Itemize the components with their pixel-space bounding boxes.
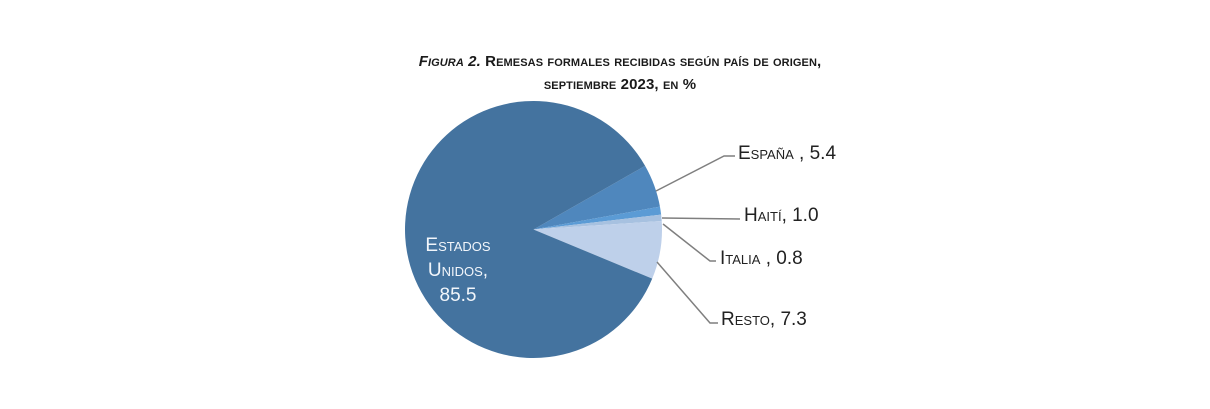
label-espana-value: , 5.4 bbox=[793, 143, 837, 164]
label-espana: España , 5.4 bbox=[738, 143, 836, 165]
label-resto-name: Resto bbox=[721, 309, 770, 330]
label-haiti: Haití, 1.0 bbox=[744, 205, 819, 227]
label-espana-name: España bbox=[738, 143, 794, 164]
pie-slice-hait- bbox=[533, 206, 662, 230]
pie-slice-espa-a bbox=[533, 165, 660, 230]
pie-slices bbox=[404, 100, 662, 358]
label-resto: Resto, 7.3 bbox=[721, 309, 807, 331]
leader-lines bbox=[655, 155, 741, 324]
leader-line-resto bbox=[656, 261, 718, 324]
leader-line-haiti bbox=[661, 217, 741, 220]
title-text-line1: Remesas formales recibidas según país de… bbox=[485, 53, 822, 70]
label-haiti-value: , 1.0 bbox=[781, 205, 819, 226]
label-estados-unidos-name2: Unidos, bbox=[427, 260, 489, 281]
label-estados-unidos-value: 85.5 bbox=[439, 285, 477, 306]
title-text-line2: septiembre 2023, en % bbox=[543, 76, 697, 93]
figure-prefix: Figura 2. bbox=[418, 53, 481, 70]
pie-slice-estados-unidos bbox=[404, 100, 653, 358]
label-italia-name: Italia bbox=[720, 248, 761, 269]
label-resto-value: , 7.3 bbox=[769, 309, 807, 330]
label-italia-value: , 0.8 bbox=[760, 248, 803, 269]
chart-title-line1: Figura 2. Remesas formales recibidas seg… bbox=[0, 53, 1210, 70]
pie-slice-italia bbox=[533, 214, 662, 230]
label-estados-unidos-name: Estados bbox=[425, 235, 491, 256]
chart-title-line2: septiembre 2023, en % bbox=[0, 76, 1210, 93]
label-estados-unidos: Estados Unidos, 85.5 bbox=[403, 233, 513, 308]
label-haiti-name: Haití bbox=[744, 205, 782, 226]
label-italia: Italia , 0.8 bbox=[720, 248, 803, 270]
leader-line-espana bbox=[655, 155, 735, 192]
leader-line-italia bbox=[662, 223, 716, 262]
pie-slice-resto bbox=[533, 221, 662, 279]
